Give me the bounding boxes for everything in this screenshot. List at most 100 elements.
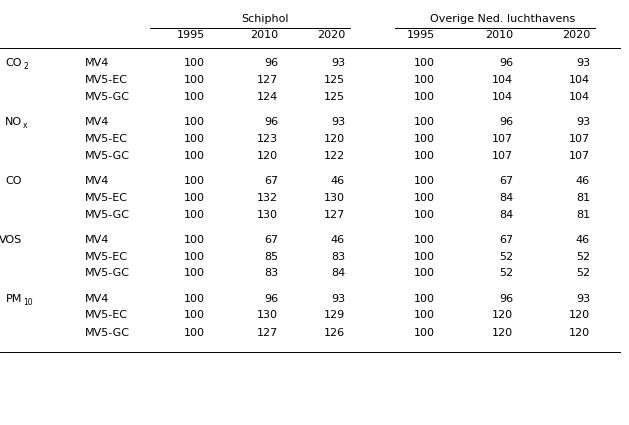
Text: 100: 100 xyxy=(414,150,435,161)
Text: 127: 127 xyxy=(324,210,345,219)
Text: MV5-GC: MV5-GC xyxy=(85,210,130,219)
Text: CO: CO xyxy=(6,176,22,185)
Text: 107: 107 xyxy=(492,150,513,161)
Text: 67: 67 xyxy=(264,176,278,185)
Text: 2: 2 xyxy=(23,62,28,71)
Text: 120: 120 xyxy=(492,311,513,320)
Text: 100: 100 xyxy=(414,57,435,68)
Text: 100: 100 xyxy=(414,252,435,261)
Text: 100: 100 xyxy=(414,176,435,185)
Text: 84: 84 xyxy=(499,210,513,219)
Text: x: x xyxy=(23,121,28,130)
Text: 67: 67 xyxy=(264,235,278,244)
Text: PM: PM xyxy=(6,294,22,303)
Text: MV4: MV4 xyxy=(85,176,109,185)
Text: 46: 46 xyxy=(576,176,590,185)
Text: 120: 120 xyxy=(492,328,513,337)
Text: 100: 100 xyxy=(414,193,435,202)
Text: 100: 100 xyxy=(184,176,205,185)
Text: 96: 96 xyxy=(499,116,513,127)
Text: Overige Ned. luchthavens: Overige Ned. luchthavens xyxy=(430,14,575,24)
Text: 1995: 1995 xyxy=(407,30,435,40)
Text: CO: CO xyxy=(6,57,22,68)
Text: 104: 104 xyxy=(492,74,513,85)
Text: 107: 107 xyxy=(492,133,513,144)
Text: 83: 83 xyxy=(331,252,345,261)
Text: 2020: 2020 xyxy=(562,30,590,40)
Text: 125: 125 xyxy=(324,74,345,85)
Text: 83: 83 xyxy=(264,269,278,278)
Text: MV5-GC: MV5-GC xyxy=(85,328,130,337)
Text: 130: 130 xyxy=(257,210,278,219)
Text: 104: 104 xyxy=(569,91,590,102)
Text: 100: 100 xyxy=(184,235,205,244)
Text: 104: 104 xyxy=(492,91,513,102)
Text: 52: 52 xyxy=(576,269,590,278)
Text: 100: 100 xyxy=(184,252,205,261)
Text: 84: 84 xyxy=(331,269,345,278)
Text: 2020: 2020 xyxy=(317,30,345,40)
Text: 120: 120 xyxy=(324,133,345,144)
Text: MV5-EC: MV5-EC xyxy=(85,133,128,144)
Text: 67: 67 xyxy=(499,176,513,185)
Text: 93: 93 xyxy=(331,57,345,68)
Text: 107: 107 xyxy=(569,150,590,161)
Text: 96: 96 xyxy=(264,294,278,303)
Text: 46: 46 xyxy=(576,235,590,244)
Text: 93: 93 xyxy=(576,57,590,68)
Text: Schiphol: Schiphol xyxy=(242,14,289,24)
Text: 100: 100 xyxy=(184,311,205,320)
Text: MV4: MV4 xyxy=(85,235,109,244)
Text: MV5-EC: MV5-EC xyxy=(85,311,128,320)
Text: MV4: MV4 xyxy=(85,116,109,127)
Text: MV4: MV4 xyxy=(85,57,109,68)
Text: VOS: VOS xyxy=(0,235,22,244)
Text: 100: 100 xyxy=(184,74,205,85)
Text: 100: 100 xyxy=(414,328,435,337)
Text: MV5-EC: MV5-EC xyxy=(85,252,128,261)
Text: 100: 100 xyxy=(184,210,205,219)
Text: 100: 100 xyxy=(184,328,205,337)
Text: 100: 100 xyxy=(184,116,205,127)
Text: 81: 81 xyxy=(576,193,590,202)
Text: 100: 100 xyxy=(184,57,205,68)
Text: 100: 100 xyxy=(414,116,435,127)
Text: 120: 120 xyxy=(569,328,590,337)
Text: 124: 124 xyxy=(257,91,278,102)
Text: 93: 93 xyxy=(331,116,345,127)
Text: 85: 85 xyxy=(264,252,278,261)
Text: MV5-GC: MV5-GC xyxy=(85,269,130,278)
Text: 1995: 1995 xyxy=(177,30,205,40)
Text: 130: 130 xyxy=(257,311,278,320)
Text: 10: 10 xyxy=(23,298,33,307)
Text: 100: 100 xyxy=(184,269,205,278)
Text: 52: 52 xyxy=(499,269,513,278)
Text: 67: 67 xyxy=(499,235,513,244)
Text: 96: 96 xyxy=(264,57,278,68)
Text: 126: 126 xyxy=(324,328,345,337)
Text: 81: 81 xyxy=(576,210,590,219)
Text: 52: 52 xyxy=(576,252,590,261)
Text: 100: 100 xyxy=(414,294,435,303)
Text: 130: 130 xyxy=(324,193,345,202)
Text: 96: 96 xyxy=(499,57,513,68)
Text: 93: 93 xyxy=(576,294,590,303)
Text: 127: 127 xyxy=(257,328,278,337)
Text: 96: 96 xyxy=(264,116,278,127)
Text: 100: 100 xyxy=(414,74,435,85)
Text: 93: 93 xyxy=(331,294,345,303)
Text: 100: 100 xyxy=(184,133,205,144)
Text: 104: 104 xyxy=(569,74,590,85)
Text: 2010: 2010 xyxy=(485,30,513,40)
Text: 132: 132 xyxy=(257,193,278,202)
Text: 2010: 2010 xyxy=(250,30,278,40)
Text: 120: 120 xyxy=(569,311,590,320)
Text: MV5-GC: MV5-GC xyxy=(85,150,130,161)
Text: 129: 129 xyxy=(324,311,345,320)
Text: 122: 122 xyxy=(324,150,345,161)
Text: 96: 96 xyxy=(499,294,513,303)
Text: 46: 46 xyxy=(331,235,345,244)
Text: 84: 84 xyxy=(499,193,513,202)
Text: 46: 46 xyxy=(331,176,345,185)
Text: 127: 127 xyxy=(257,74,278,85)
